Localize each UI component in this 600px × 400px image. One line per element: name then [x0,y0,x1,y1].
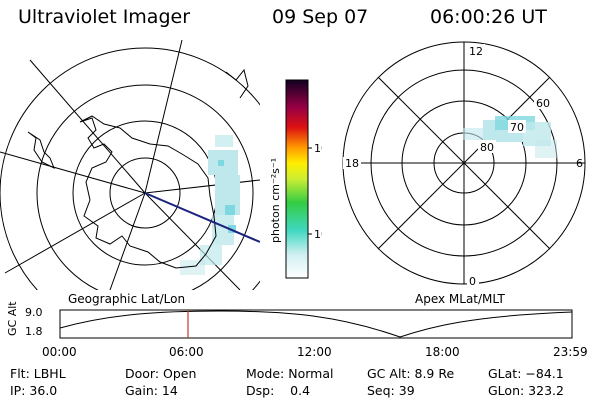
colorbar-tick-100: 100 [314,142,322,155]
status-door: Door: Open [125,366,197,381]
status-ip: IP: 36.0 [10,383,58,398]
status-dsp: Dsp: 0.4 [246,383,311,398]
status-sequence: Seq: 39 [367,383,415,398]
altitude-timeline: GC Alt 9.0 1.8 00:00 06:00 12:00 18:00 2… [6,301,588,359]
status-gain: Gain: 14 [125,383,178,398]
mlt-label-0: 0 [469,275,476,288]
status-gc-altitude: GC Alt: 8.9 Re [367,366,455,381]
timeline-axis-label: GC Alt [6,301,19,336]
satellite-track [144,192,260,243]
meridian-line [144,40,183,194]
lat-ring [0,47,260,290]
timeline-ytick-max: 9.0 [25,306,43,319]
meridian-line [4,192,146,274]
antarctica-coastline [79,115,217,269]
mlt-label-6: 6 [576,157,583,170]
status-filter: Flt: LBHL [10,366,66,381]
geographic-map [0,40,260,290]
timeline-xtick-1: 06:00 [169,345,204,359]
instrument-title: Ultraviolet Imager [18,6,191,28]
meridian-line [0,151,146,194]
colorbar: 100 10 photon cm⁻²s⁻¹ [269,79,322,279]
meridian-line [29,59,146,194]
observation-time: 06:00:26 UT [430,6,547,28]
timeline-xtick-0: 00:00 [42,345,77,359]
observation-date: 09 Sep 07 [272,6,369,28]
right-panel-caption: Apex MLat/MLT [415,292,505,306]
coastline-fragment [225,68,249,99]
mlt-label-12: 12 [469,45,483,58]
mlat-mlt-polar-plot: 12 18 6 0 60 70 80 [342,41,586,288]
mlt-diagonal [377,76,551,250]
lat-ring [109,157,181,229]
status-glon: GLon: 323.2 [488,383,564,398]
mlat-label-80: 80 [480,141,494,154]
meridian-line [109,192,146,290]
altitude-curve [59,310,573,338]
meridian-line [144,192,241,290]
lat-ring [36,84,254,290]
aurora-emission [180,135,240,275]
colorbar-tick-10: 10 [314,228,322,241]
mlt-label-18: 18 [345,157,359,170]
timeline-frame [59,309,573,339]
mlat-label-70: 70 [510,121,524,134]
colorbar-unit-label: photon cm⁻²s⁻¹ [269,158,282,243]
timeline-xtick-4: 23:59 [553,345,588,359]
colorbar-gradient [285,79,309,279]
mlat-label-60: 60 [536,97,550,110]
coastline-fragment [27,131,55,170]
status-mode: Mode: Normal [246,366,334,381]
timeline-xtick-3: 18:00 [425,345,460,359]
timeline-ytick-min: 1.8 [25,325,43,338]
status-glat: GLat: −84.1 [488,366,564,381]
left-panel-caption: Geographic Lat/Lon [68,292,186,306]
meridian-line [144,179,260,194]
timeline-xtick-2: 12:00 [297,345,332,359]
